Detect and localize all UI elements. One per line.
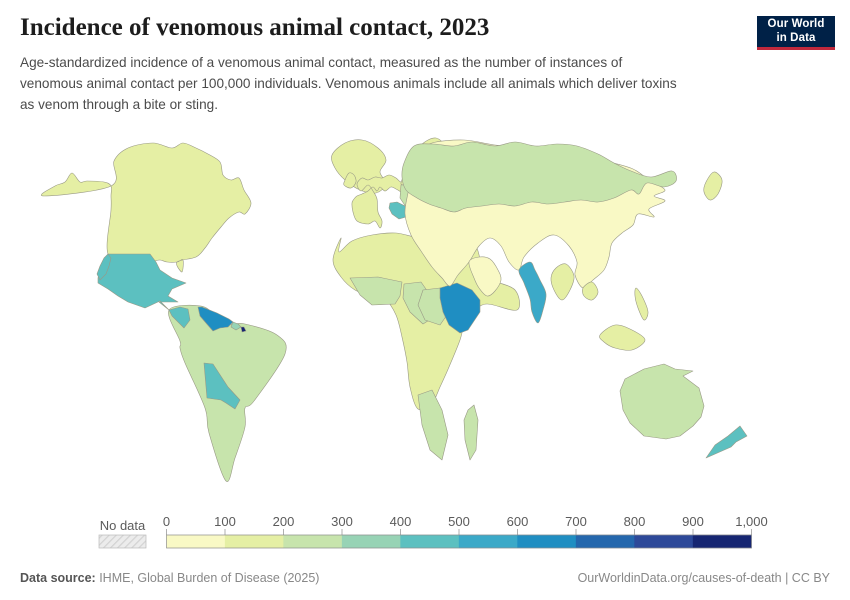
- svg-text:300: 300: [331, 514, 353, 529]
- svg-text:800: 800: [624, 514, 646, 529]
- svg-text:0: 0: [163, 514, 170, 529]
- svg-text:No data: No data: [100, 518, 146, 533]
- svg-text:200: 200: [273, 514, 295, 529]
- svg-text:700: 700: [565, 514, 587, 529]
- svg-text:400: 400: [390, 514, 412, 529]
- svg-text:600: 600: [507, 514, 529, 529]
- svg-text:1,000: 1,000: [735, 514, 768, 529]
- svg-text:500: 500: [448, 514, 470, 529]
- svg-text:900: 900: [682, 514, 704, 529]
- svg-text:100: 100: [214, 514, 236, 529]
